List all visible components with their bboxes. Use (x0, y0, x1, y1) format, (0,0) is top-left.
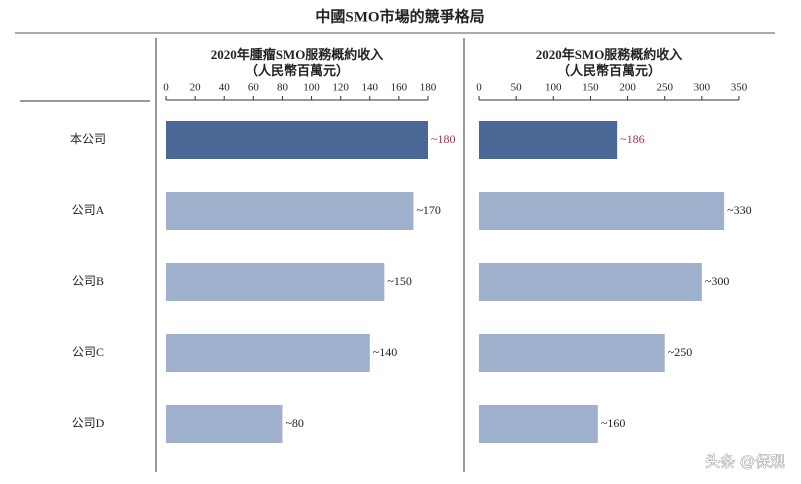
bar (166, 263, 385, 301)
x-tick-label: 0 (476, 82, 482, 94)
panel-title: 2020年SMO服務概約收入 (536, 47, 683, 62)
value-label: ~140 (373, 345, 398, 359)
x-tick-label: 140 (362, 82, 379, 94)
bar (166, 405, 283, 443)
x-tick-label: 150 (582, 82, 599, 94)
bar (479, 263, 702, 301)
x-tick-label: 100 (545, 82, 562, 94)
bar (166, 334, 370, 372)
watermark: 头条 @保观 (705, 453, 785, 471)
x-tick-label: 350 (731, 82, 748, 94)
category-label: 公司C (72, 345, 104, 359)
value-label: ~180 (431, 132, 456, 146)
x-tick-label: 0 (163, 82, 169, 94)
value-label: ~160 (601, 416, 626, 430)
bar (479, 405, 598, 443)
x-tick-label: 60 (248, 82, 260, 94)
x-tick-label: 180 (420, 82, 437, 94)
x-tick-label: 40 (219, 82, 231, 94)
x-tick-label: 250 (656, 82, 673, 94)
bar (166, 121, 428, 159)
bar (479, 334, 665, 372)
value-label: ~150 (387, 274, 412, 288)
chart-title: 中國SMO市場的競爭格局 (315, 7, 484, 25)
value-label: ~250 (668, 345, 693, 359)
x-tick-label: 100 (303, 82, 320, 94)
x-tick-label: 20 (190, 82, 202, 94)
value-label: ~330 (727, 203, 752, 217)
value-label: ~186 (620, 132, 645, 146)
category-label: 公司A (72, 203, 105, 217)
value-label: ~170 (416, 203, 441, 217)
panel-subtitle: （人民幣百萬元） (557, 63, 661, 78)
panel-subtitle: （人民幣百萬元） (245, 63, 349, 78)
panel-title: 2020年腫瘤SMO服務概約收入 (211, 47, 384, 62)
bar (479, 192, 725, 230)
value-label: ~300 (705, 274, 730, 288)
x-tick-label: 50 (511, 82, 523, 94)
category-label: 公司B (72, 274, 104, 288)
bar (166, 192, 414, 230)
x-tick-label: 300 (694, 82, 711, 94)
x-tick-label: 160 (391, 82, 408, 94)
x-tick-label: 200 (619, 82, 636, 94)
value-label: ~80 (285, 416, 304, 430)
bar (479, 121, 618, 159)
x-tick-label: 120 (332, 82, 349, 94)
category-label: 本公司 (70, 132, 106, 146)
x-tick-label: 80 (277, 82, 289, 94)
category-label: 公司D (72, 416, 105, 430)
